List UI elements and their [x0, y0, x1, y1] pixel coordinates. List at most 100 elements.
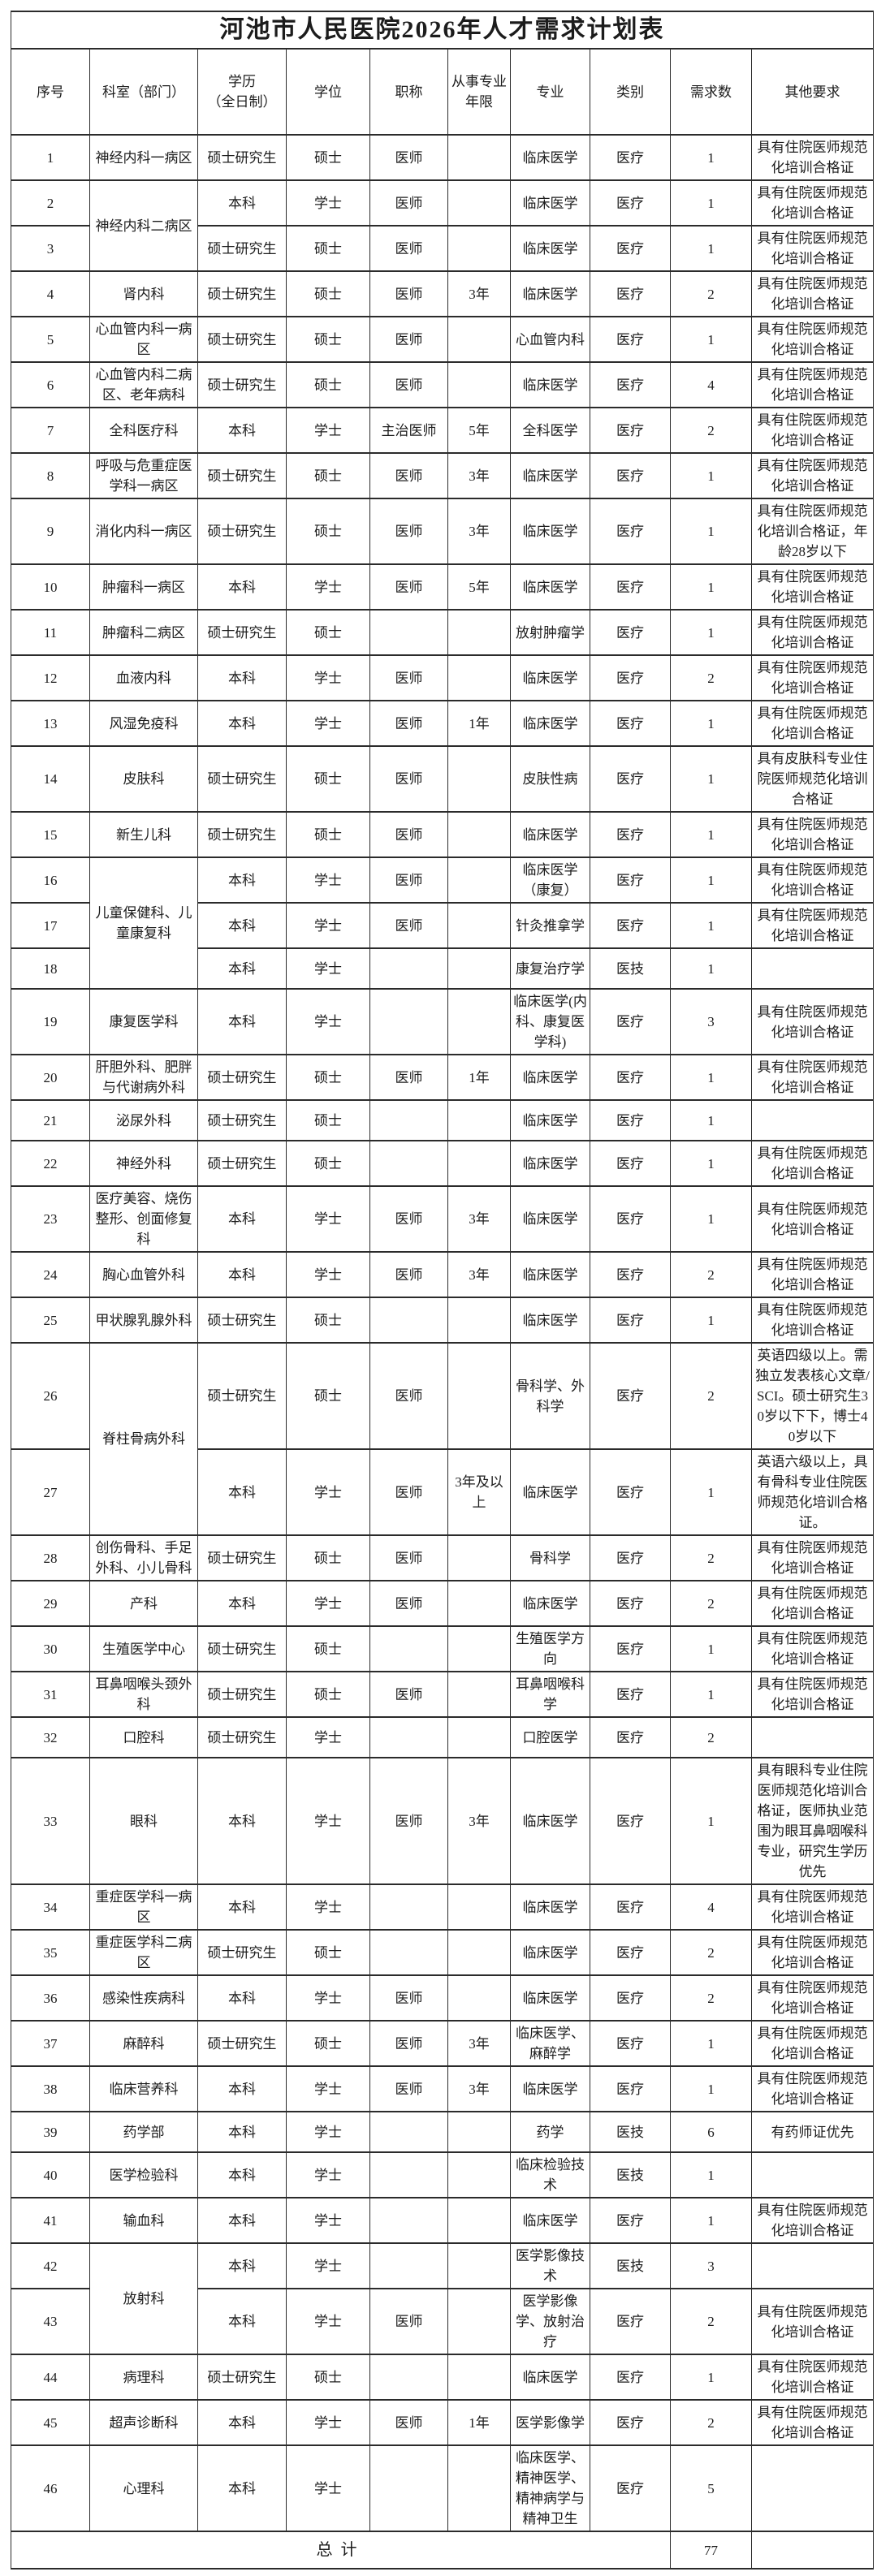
cell-title: 医师: [369, 1580, 448, 1627]
page-title: 河池市人民医院2026年人才需求计划表: [11, 11, 874, 50]
cell-dept: 皮肤科: [89, 745, 198, 813]
cell-edu: 硕士研究生: [197, 609, 287, 656]
cell-title: [369, 609, 448, 656]
cell-degree: 硕士: [286, 1671, 370, 1718]
cell-edu: 硕士研究生: [197, 452, 287, 499]
cell-dept: 泌尿外科: [89, 1099, 198, 1141]
cell-title: 医师: [369, 902, 448, 949]
cell-no: 26: [11, 1342, 90, 1450]
cell-no: 41: [11, 2197, 90, 2244]
cell-edu: 硕士研究生: [197, 1716, 287, 1758]
cell-category: 医疗: [590, 1757, 671, 1885]
cell-dept: 放射科: [89, 2242, 198, 2355]
cell-dept: 胸心血管外科: [89, 1251, 198, 1298]
cell-category: 医疗: [590, 2354, 671, 2401]
cell-edu: 本科: [197, 700, 287, 747]
cell-no: 35: [11, 1929, 90, 1976]
cell-years: [447, 1625, 511, 1672]
cell-no: 38: [11, 2065, 90, 2112]
cell-dept: 眼科: [89, 1757, 198, 1885]
table-row: 44 病理科 硕士研究生 硕士 临床医学 医疗 1 具有住院医师规范化培训合格证: [11, 2354, 874, 2401]
cell-edu: 本科: [197, 2288, 287, 2355]
cell-edu: 硕士研究生: [197, 2020, 287, 2067]
table-row: 18 本科 学士 康复治疗学 医技 1: [11, 947, 874, 990]
cell-title: 医师: [369, 1448, 448, 1536]
cell-years: [447, 134, 511, 181]
table-row: 25 甲状腺乳腺外科 硕士研究生 硕士 临床医学 医疗 1 具有住院医师规范化培训合格证: [11, 1297, 874, 1344]
cell-degree: 学士: [286, 857, 370, 904]
cell-title: 医师: [369, 654, 448, 701]
cell-other: 英语四级以上。需独立发表核心文章/SCI。硕士研究生30岁以下下，博士40岁以下: [751, 1342, 874, 1450]
cell-edu: 本科: [197, 2111, 287, 2153]
cell-dept: 心血管内科二病区、老年病科: [89, 361, 198, 408]
cell-no: 19: [11, 988, 90, 1055]
cell-major: 医学影像技术: [510, 2242, 590, 2289]
title-row: 河池市人民医院2026年人才需求计划表: [11, 11, 874, 50]
cell-count: 1: [670, 316, 752, 363]
cell-title: [369, 2111, 448, 2153]
cell-no: 22: [11, 1140, 90, 1187]
cell-dept: 肿瘤科一病区: [89, 563, 198, 611]
cell-category: 医疗: [590, 1580, 671, 1627]
cell-category: 医疗: [590, 1534, 671, 1581]
cell-title: 医师: [369, 1671, 448, 1718]
table-row: 1 神经内科一病区 硕士研究生 硕士 医师 临床医学 医疗 1 具有住院医师规范化培训合格证: [11, 134, 874, 181]
cell-other: 具有住院医师规范化培训合格证: [751, 2020, 874, 2067]
table-row: 35 重症医学科二病区 硕士研究生 硕士 临床医学 医疗 2 具有住院医师规范化培训合格证: [11, 1929, 874, 1976]
cell-major: 口腔医学: [510, 1716, 590, 1758]
cell-count: 2: [670, 2288, 752, 2355]
cell-no: 45: [11, 2399, 90, 2446]
cell-no: 21: [11, 1099, 90, 1141]
cell-category: 医疗: [590, 1929, 671, 1976]
cell-title: 医师: [369, 563, 448, 611]
table-row: 45 超声诊断科 本科 学士 医师 1年 医学影像学 医疗 2 具有住院医师规范化培训合格证: [11, 2399, 874, 2446]
cell-other: 具有皮肤科专业住院医师规范化培训合格证: [751, 745, 874, 813]
cell-degree: 硕士: [286, 811, 370, 858]
cell-no: 18: [11, 947, 90, 990]
cell-count: 2: [670, 1929, 752, 1976]
cell-count: 1: [670, 1757, 752, 1885]
cell-major: 临床医学: [510, 1251, 590, 1298]
cell-years: 3年: [447, 2020, 511, 2067]
cell-other: 具有住院医师规范化培训合格证: [751, 1185, 874, 1253]
cell-title: 医师: [369, 2020, 448, 2067]
cell-years: 3年: [447, 2065, 511, 2112]
cell-years: [447, 361, 511, 408]
cell-title: [369, 1716, 448, 1758]
cell-other: 具有住院医师规范化培训合格证: [751, 2288, 874, 2355]
cell-no: 24: [11, 1251, 90, 1298]
cell-edu: 硕士研究生: [197, 1342, 287, 1450]
cell-no: 28: [11, 1534, 90, 1581]
cell-no: 10: [11, 563, 90, 611]
cell-dept: 消化内科一病区: [89, 498, 198, 565]
cell-years: [447, 947, 511, 990]
cell-title: [369, 1929, 448, 1976]
cell-major: 临床医学: [510, 1974, 590, 2022]
table-row: 7 全科医疗科 本科 学士 主治医师 5年 全科医学 医疗 2 具有住院医师规范化培训合格证: [11, 407, 874, 454]
cell-title: [369, 1297, 448, 1344]
cell-other: 具有住院医师规范化培训合格证: [751, 1929, 874, 1976]
cell-no: 5: [11, 316, 90, 363]
cell-category: 医疗: [590, 1099, 671, 1141]
cell-category: 医技: [590, 2151, 671, 2198]
cell-major: 全科医学: [510, 407, 590, 454]
cell-degree: 学士: [286, 654, 370, 701]
cell-category: 医疗: [590, 745, 671, 813]
cell-degree: 学士: [286, 407, 370, 454]
cell-degree: 硕士: [286, 225, 370, 272]
cell-dept: 儿童保健科、儿童康复科: [89, 857, 198, 990]
cell-category: 医疗: [590, 1297, 671, 1344]
table-row: 27 本科 学士 医师 3年及以上 临床医学 医疗 1 英语六级以上，具有骨科专业住院医师规范化…: [11, 1448, 874, 1536]
table-row: 29 产科 本科 学士 医师 临床医学 医疗 2 具有住院医师规范化培训合格证: [11, 1580, 874, 1627]
cell-major: 临床医学: [510, 2354, 590, 2401]
cell-degree: 学士: [286, 2065, 370, 2112]
cell-degree: 学士: [286, 2399, 370, 2446]
cell-category: 医技: [590, 2242, 671, 2289]
cell-title: [369, 2354, 448, 2401]
cell-edu: 本科: [197, 1757, 287, 1885]
cell-count: 1: [670, 2065, 752, 2112]
cell-major: 临床医学: [510, 1099, 590, 1141]
table-row: 36 感染性疾病科 本科 学士 医师 临床医学 医疗 2 具有住院医师规范化培训合格证: [11, 1974, 874, 2022]
table-row: 23 医疗美容、烧伤整形、创面修复科 本科 学士 医师 3年 临床医学 医疗 1 具有住院医师规范…: [11, 1185, 874, 1253]
